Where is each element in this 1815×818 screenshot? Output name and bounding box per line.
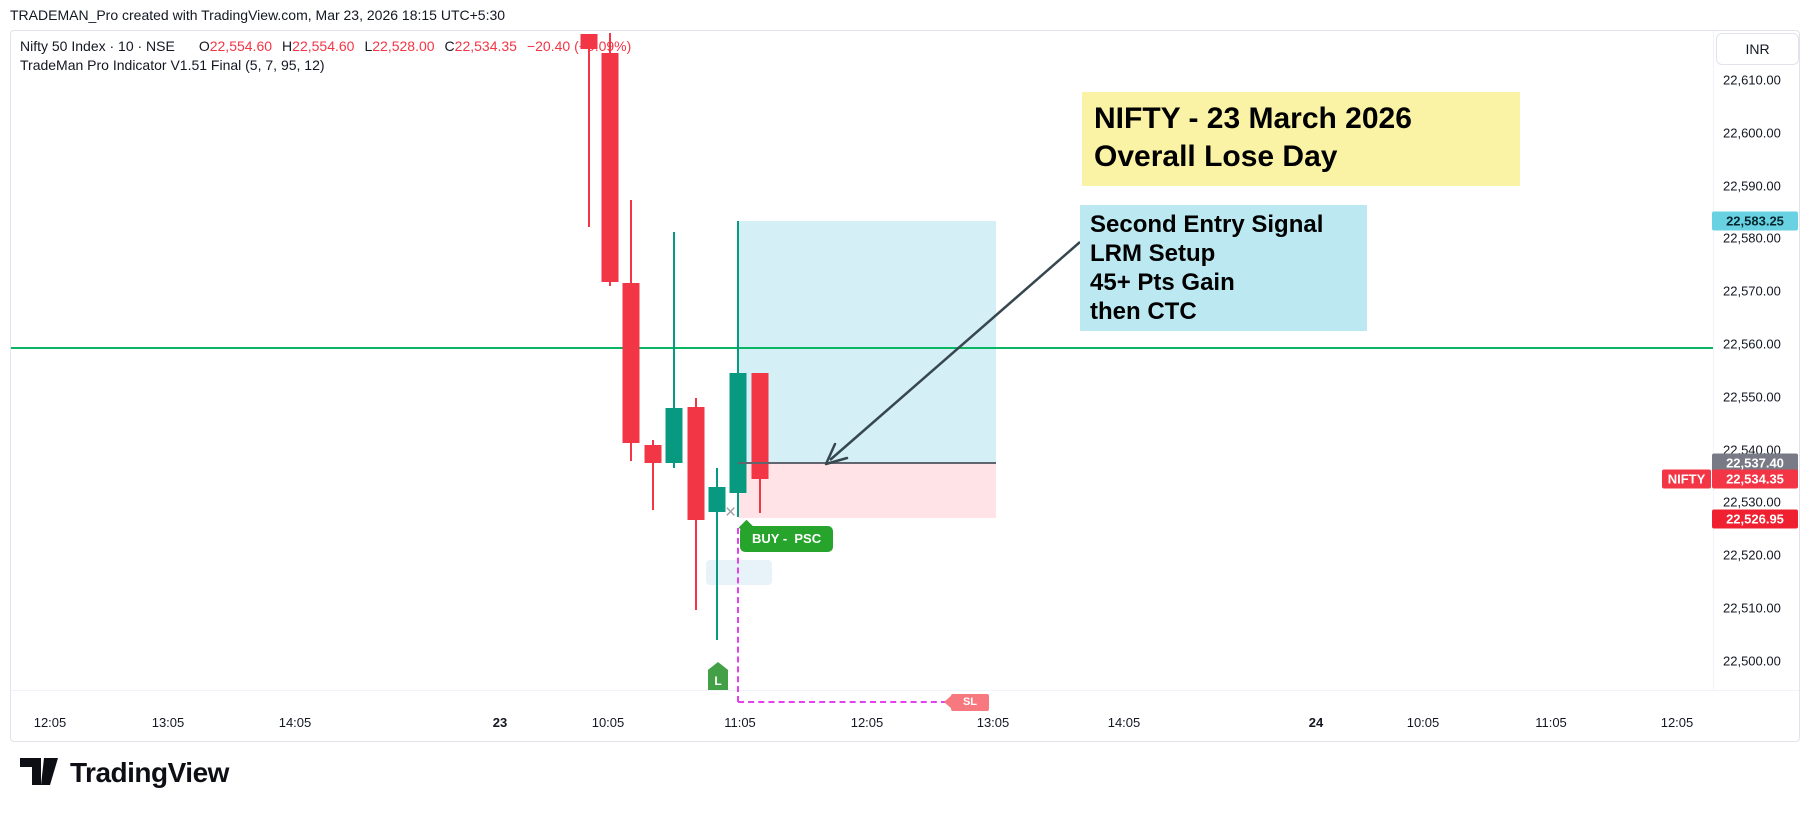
blue-note-line2: LRM Setup [1090,240,1216,267]
high-value: 22,554.60 [292,38,355,54]
time-axis-label: 12:05 [33,715,67,730]
tradingview-watermark[interactable]: TradingView [20,757,229,789]
time-axis-label: 12:05 [1660,715,1694,730]
low-value: 22,528.00 [372,38,435,54]
tradingview-logo-text: TradingView [70,757,229,788]
green-level-line[interactable] [11,346,1713,349]
candle-body [708,487,726,512]
zone-divider-line [738,462,996,465]
blue-note-line3: 45+ Pts Gain [1090,269,1235,296]
time-axis-label: 10:05 [1406,715,1440,730]
candle-wick [651,440,654,510]
price-tick-label: 22,550.00 [1723,389,1781,405]
target-zone[interactable] [738,221,996,464]
symbol-price-tag: NIFTY [1662,469,1711,489]
stop-price-tag: 22,526.95 [1712,509,1798,528]
candle-wick [716,468,718,640]
candle-wick [673,232,676,469]
price-tick-label: 22,600.00 [1723,125,1781,141]
change-value: −20.40 (−0.09%) [526,38,632,54]
candle-body [665,407,683,463]
price-tick-label: 22,580.00 [1723,230,1781,246]
high-label: H [282,38,293,54]
price-tick-label: 22,570.00 [1723,283,1781,299]
candle-body [622,282,640,444]
time-axis-label: 11:05 [724,715,756,730]
indicator-legend[interactable]: TradeMan Pro Indicator V1.51 Final (5, 7… [20,57,325,73]
stoploss-dashed-line-horizontal [738,701,947,703]
time-axis-label: 13:05 [151,715,185,730]
candle-body [580,33,598,49]
attribution-text: TRADEMAN_Pro created with TradingView.co… [10,7,506,23]
blue-note-line4: then CTC [1090,298,1197,325]
entry-cross-icon: × [725,502,737,523]
buy-signal-label[interactable]: BUY - PSC [740,526,834,552]
time-axis-label: 24 [1308,715,1324,730]
price-tick-label: 22,510.00 [1723,600,1781,616]
price-axis-separator [1713,31,1714,690]
candle-body [687,406,705,520]
low-label: L [364,38,373,54]
candle-body [751,372,769,480]
candle-wick [737,221,740,518]
time-axis-label: 14:05 [278,715,312,730]
time-axis-label: 23 [492,715,508,730]
price-tick-label: 22,500.00 [1723,653,1781,669]
time-axis-label: 13:05 [976,715,1010,730]
close-value: 22,534.35 [454,38,517,54]
stoploss-dashed-line-vertical [737,528,739,702]
last-price-tag: 22,534.35 [1712,469,1798,489]
time-axis-label: 10:05 [591,715,625,730]
candle-body [729,373,747,493]
price-tick-label: 22,540.00 [1723,442,1781,458]
open-value: 22,554.60 [209,38,273,54]
time-axis-label: 11:05 [1535,715,1567,730]
blue-note[interactable]: Second Entry Signal LRM Setup 45+ Pts Ga… [1080,205,1367,331]
blue-note-line1: Second Entry Signal [1090,211,1324,238]
time-axis-label: 14:05 [1107,715,1141,730]
open-label: O [198,38,210,54]
stoploss-tag[interactable]: SL [944,694,989,711]
yellow-note[interactable]: NIFTY - 23 March 2026 Overall Lose Day [1082,92,1520,186]
tradingview-logo-icon [20,758,58,785]
time-axis-separator [11,690,1799,691]
candle-body [601,53,619,283]
price-tick-label: 22,610.00 [1723,72,1781,88]
time-axis-label: 12:05 [850,715,884,730]
currency-button[interactable]: INR [1716,33,1799,65]
close-label: C [444,38,455,54]
long-position-marker[interactable]: L [708,662,728,690]
yellow-note-line2: Overall Lose Day [1094,140,1338,173]
price-tick-label: 22,560.00 [1723,336,1781,352]
yellow-note-line1: NIFTY - 23 March 2026 [1094,102,1412,135]
risk-zone[interactable] [738,463,996,519]
entry-price-tag: 22,537.40 [1712,453,1798,473]
candle-body [644,444,662,463]
price-tick-label: 22,590.00 [1723,178,1781,194]
price-tick-label: 22,530.00 [1723,494,1781,510]
symbol-title: Nifty 50 Index · 10 · NSE [20,38,175,54]
target-price-tag: 22,583.25 [1712,211,1798,231]
candle-wick [587,33,590,227]
price-tick-label: 22,520.00 [1723,547,1781,563]
symbol-legend[interactable]: Nifty 50 Index · 10 · NSE O22,554.60 H22,5… [20,38,631,54]
